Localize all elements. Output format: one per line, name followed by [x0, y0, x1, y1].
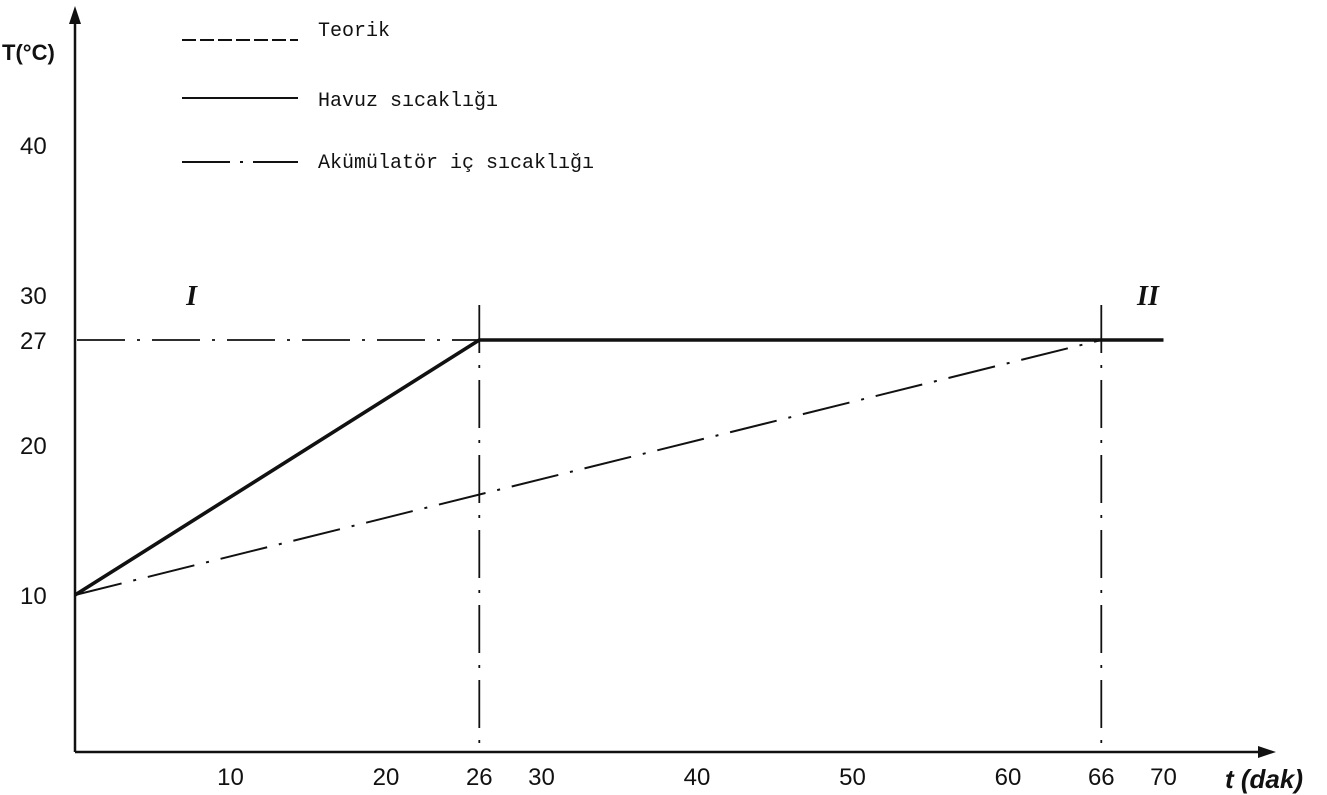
x-tick-labels: 10 20 26 30 40 50 60 66 70 [217, 764, 1177, 791]
x-tick-label-70: 70 [1150, 764, 1177, 791]
legend-item-akumulator: Akümülatör iç sıcaklığı [182, 152, 594, 175]
legend-label-akumulator: Akümülatör iç sıcaklığı [318, 152, 594, 175]
x-tick-label-10: 10 [217, 764, 244, 791]
y-tick-label-40: 40 [20, 133, 47, 160]
reference-lines [77, 305, 1164, 752]
x-tick-label-40: 40 [684, 764, 711, 791]
x-tick-label-26: 26 [466, 764, 493, 791]
legend-item-havuz: Havuz sıcaklığı [182, 90, 498, 113]
legend-label-teorik: Teorik [318, 20, 390, 43]
y-axis-title: T(°C) [2, 40, 55, 65]
y-tick-label-20: 20 [20, 433, 47, 460]
axes [69, 6, 1276, 758]
legend: Teorik Havuz sıcaklığı Akümülatör iç sıc… [182, 20, 594, 175]
y-tick-labels: 10 20 27 30 40 [20, 133, 47, 610]
legend-item-teorik: Teorik [182, 20, 390, 43]
region-label-1: I [185, 281, 198, 312]
x-tick-label-50: 50 [839, 764, 866, 791]
y-tick-label-27: 27 [20, 328, 47, 355]
series-line-1 [74, 338, 1164, 597]
y-tick-label-10: 10 [20, 583, 47, 610]
legend-label-havuz: Havuz sıcaklığı [318, 90, 498, 113]
x-tick-label-66: 66 [1088, 764, 1115, 791]
x-tick-label-60: 60 [995, 764, 1022, 791]
region-labels: I II [185, 281, 1160, 312]
y-axis-arrow [69, 6, 81, 24]
x-axis-arrow [1258, 746, 1276, 758]
x-axis-title: t (dak) [1225, 764, 1303, 794]
region-label-2: II [1136, 281, 1160, 312]
series-line-2 [74, 339, 1102, 596]
x-tick-label-20: 20 [373, 764, 400, 791]
series-lines [74, 338, 1164, 597]
x-tick-label-30: 30 [528, 764, 555, 791]
y-tick-label-30: 30 [20, 283, 47, 310]
